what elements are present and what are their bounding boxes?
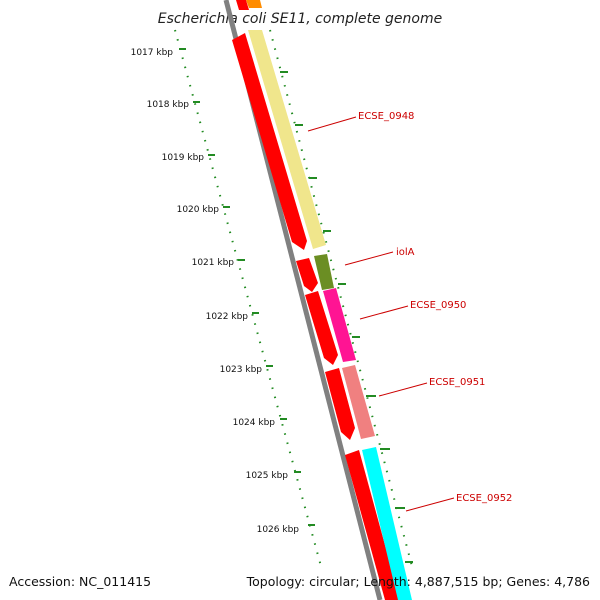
gene-label-ecse-0951[interactable]: ECSE_0951 [429,377,485,388]
cds-arrow-iola [296,258,318,292]
gene-ecse-0951 [342,365,375,439]
gene-label-ecse-0950[interactable]: ECSE_0950 [410,300,466,311]
tick-label: 1018 kbp [147,100,190,110]
gene-ecse-0948 [248,30,326,249]
leader-ecse-0950 [359,305,409,320]
tick-label: 1019 kbp [162,153,205,163]
tick-label: 1023 kbp [220,365,263,375]
tick-label: 1017 kbp [131,48,174,58]
gene-label-ecse-0952[interactable]: ECSE_0952 [456,493,512,504]
leader-ecse-0951 [378,382,428,397]
tick-label: 1021 kbp [192,258,235,268]
cds-arrow-0951 [325,368,355,440]
gene-partial-orange [246,0,262,8]
gene-label-ecse-0948[interactable]: ECSE_0948 [358,111,414,122]
tick-label: 1020 kbp [177,205,220,215]
gene-ecse-0952 [362,447,412,600]
inner-scale-track [174,29,323,571]
inner-major-ticks [179,48,315,526]
leader-iola [344,251,394,266]
outer-scale-track [269,29,414,571]
map-title: Escherichia coli SE11, complete genome [158,11,442,27]
cds-arrow-0948 [232,33,307,250]
gene-iola [314,254,334,290]
tick-label: 1026 kbp [257,525,300,535]
outer-major-ticks [280,71,413,563]
tick-label: 1022 kbp [206,312,249,322]
tick-label: 1025 kbp [246,471,289,481]
gene-label-iola[interactable]: iolA [396,247,415,258]
cds-arrow-0950 [305,291,338,365]
accession-text: Accession: NC_011415 [9,574,151,589]
cds-arrow-partial [236,0,249,10]
gene-ecse-0950 [323,288,356,362]
tick-label: 1024 kbp [233,418,276,428]
leader-ecse-0948 [307,116,357,132]
leader-ecse-0952 [405,497,455,512]
cds-arrow-0952 [345,450,400,600]
topology-text: Topology: circular; Length: 4,887,515 bp… [246,574,590,589]
